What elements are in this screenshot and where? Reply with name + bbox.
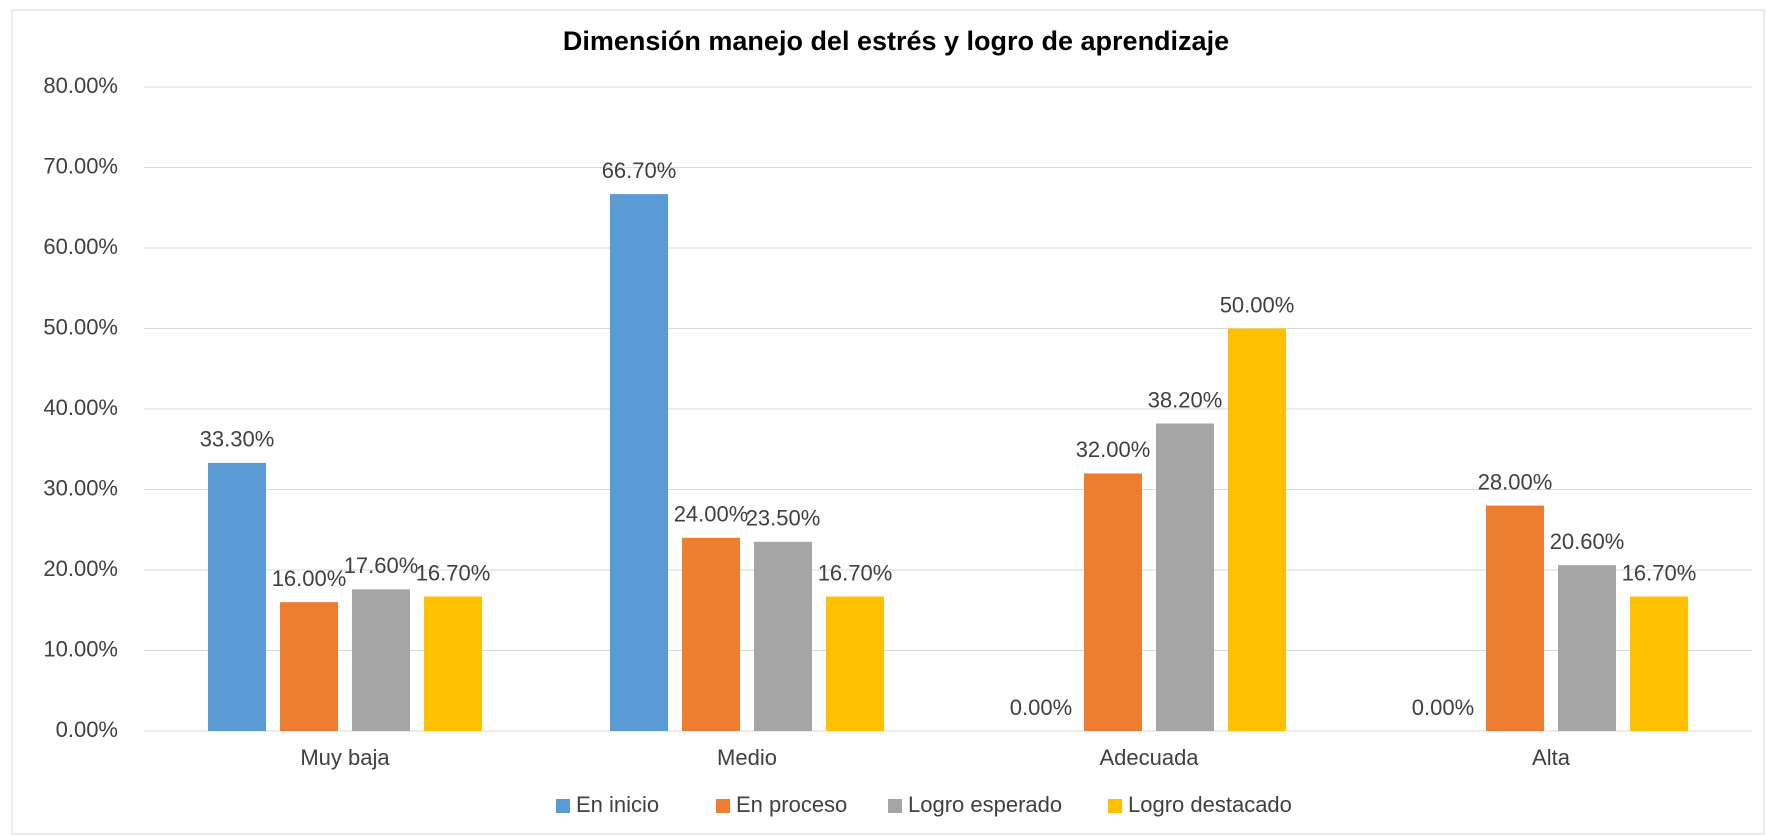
legend-label: En inicio: [576, 792, 659, 817]
bar: [1228, 328, 1286, 731]
x-tick-label: Adecuada: [1099, 745, 1199, 770]
data-label: 66.70%: [602, 158, 677, 183]
data-label: 17.60%: [344, 553, 419, 578]
bar: [1630, 596, 1688, 731]
data-label: 0.00%: [1412, 695, 1474, 720]
bar: [1558, 565, 1616, 731]
y-tick-label: 50.00%: [43, 314, 118, 339]
y-tick-label: 70.00%: [43, 153, 118, 178]
data-label: 0.00%: [1010, 695, 1072, 720]
legend-swatch: [716, 799, 730, 813]
y-tick-label: 40.00%: [43, 395, 118, 420]
x-tick-label: Alta: [1532, 745, 1571, 770]
data-label: 23.50%: [746, 506, 821, 531]
chart-title: Dimensión manejo del estrés y logro de a…: [563, 26, 1229, 56]
bar: [1486, 505, 1544, 731]
y-tick-label: 80.00%: [43, 73, 118, 98]
bar: [826, 596, 884, 731]
bar: [754, 541, 812, 731]
data-label: 32.00%: [1076, 437, 1151, 462]
bar: [1084, 473, 1142, 731]
legend-label: En proceso: [736, 792, 847, 817]
data-label: 50.00%: [1220, 292, 1295, 317]
data-label: 38.20%: [1148, 387, 1223, 412]
y-tick-label: 20.00%: [43, 556, 118, 581]
y-tick-label: 0.00%: [56, 717, 118, 742]
bar: [208, 462, 266, 731]
data-label: 16.70%: [1622, 560, 1697, 585]
data-label: 28.00%: [1478, 469, 1553, 494]
legend-swatch: [1108, 799, 1122, 813]
bar: [424, 596, 482, 731]
data-label: 24.00%: [674, 502, 749, 527]
data-label: 16.00%: [272, 566, 347, 591]
data-label: 16.70%: [416, 560, 491, 585]
data-label: 20.60%: [1550, 529, 1625, 554]
legend-label: Logro destacado: [1128, 792, 1292, 817]
x-tick-label: Medio: [717, 745, 777, 770]
bar: [352, 589, 410, 731]
bar: [682, 537, 740, 731]
bar: [610, 194, 668, 731]
y-tick-label: 30.00%: [43, 475, 118, 500]
data-label: 16.70%: [818, 560, 893, 585]
legend-swatch: [888, 799, 902, 813]
y-tick-label: 60.00%: [43, 234, 118, 259]
bar: [280, 602, 338, 731]
x-tick-label: Muy baja: [300, 745, 390, 770]
y-tick-label: 10.00%: [43, 636, 118, 661]
legend-label: Logro esperado: [908, 792, 1062, 817]
bar: [1156, 423, 1214, 731]
legend-swatch: [556, 799, 570, 813]
data-label: 33.30%: [200, 427, 275, 452]
